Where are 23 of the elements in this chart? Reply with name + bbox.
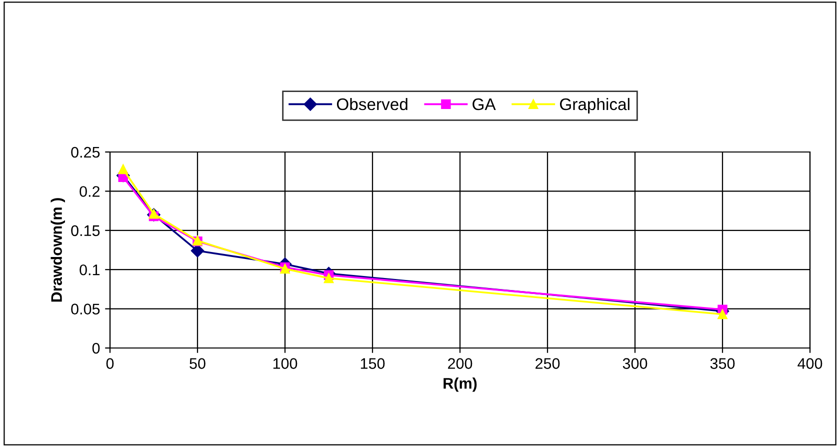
y-tick-label: 0.25 (71, 146, 100, 158)
x-axis-title: R(m) (444, 378, 477, 392)
x-tick-label: 150 (360, 358, 385, 369)
x-tick-label: 50 (190, 358, 206, 369)
legend-label: Graphical (560, 98, 630, 114)
y-tick-label: 0.05 (71, 304, 100, 314)
x-tick-label: 0 (106, 358, 114, 369)
y-tick-label: 0 (92, 342, 100, 354)
x-tick-label: 300 (622, 358, 648, 369)
x-tick-label: 400 (798, 358, 822, 369)
x-tick-label: 200 (448, 358, 472, 369)
point (324, 273, 334, 284)
y-tick-label: 0.15 (71, 225, 100, 236)
y-tick-label: 0.1 (80, 264, 100, 276)
y-axis-title: Drawdown(m ) (50, 198, 65, 302)
x-tick-label: 100 (273, 358, 298, 369)
point (118, 164, 128, 174)
legend-label: Observed (336, 98, 408, 110)
point (190, 244, 204, 258)
x-tick-label: 250 (536, 358, 560, 369)
y-tick-label: 0.2 (80, 186, 100, 197)
legend-label: GA (472, 98, 496, 110)
x-tick-label: 350 (710, 358, 735, 369)
